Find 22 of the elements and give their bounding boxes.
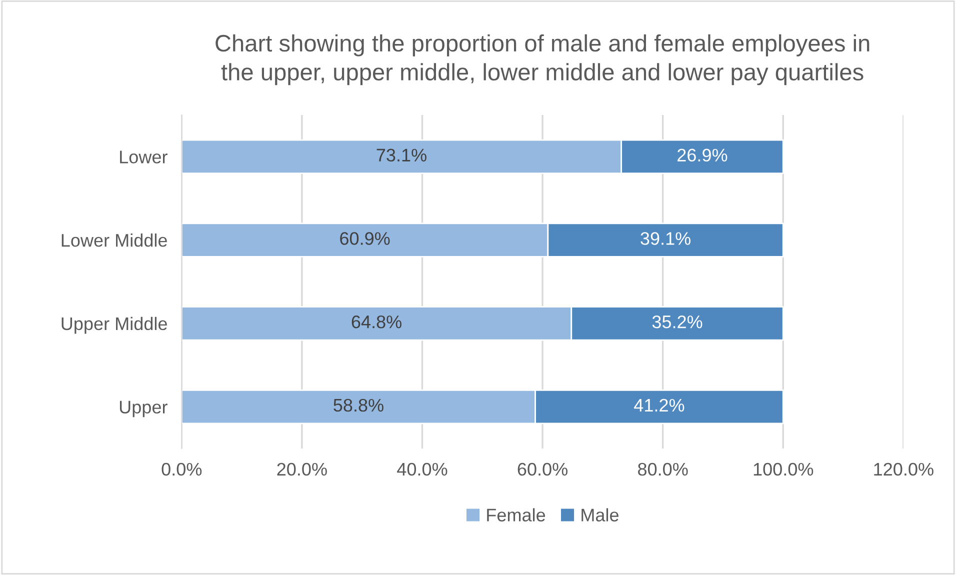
x-tick-label: 20.0% bbox=[277, 462, 327, 476]
x-tick-label: 60.0% bbox=[518, 462, 568, 476]
y-tick-label: Upper bbox=[120, 400, 168, 418]
data-label: 26.9% bbox=[678, 148, 728, 162]
x-tick-label: 40.0% bbox=[397, 462, 448, 476]
data-label: 60.9% bbox=[340, 232, 390, 245]
y-tick-label: Lower bbox=[120, 150, 168, 164]
y-tick-label: Upper Middle bbox=[62, 316, 167, 334]
data-label: 73.1% bbox=[376, 148, 426, 162]
data-label: 41.2% bbox=[634, 398, 684, 412]
x-tick-label: 80.0% bbox=[638, 462, 688, 476]
data-label: 58.8% bbox=[334, 398, 384, 412]
data-label: 35.2% bbox=[652, 316, 702, 328]
x-tick-label: 0.0% bbox=[162, 462, 202, 476]
y-tick-label: Lower Middle bbox=[62, 234, 167, 247]
data-label: 64.8% bbox=[352, 316, 402, 328]
chart-title: Chart showing the proportion of male and female employees in the upper, upper middle, lower middle and lower pay quartiles bbox=[216, 34, 870, 86]
legend-label: Female bbox=[487, 508, 546, 522]
x-tick-label: 100.0% bbox=[754, 462, 814, 476]
x-tick-label: 120.0% bbox=[874, 462, 934, 476]
data-label: 39.1% bbox=[640, 232, 690, 245]
legend-label: Male bbox=[582, 508, 618, 522]
